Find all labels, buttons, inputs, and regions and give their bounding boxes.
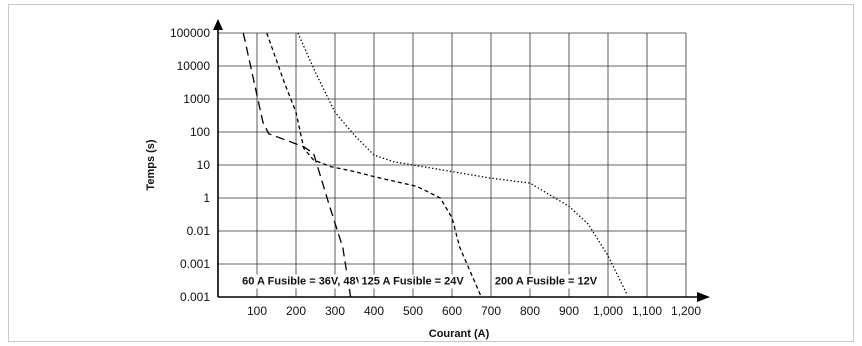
y-tick-label: 10 [197,158,211,172]
x-tick-label: 800 [520,304,540,318]
series-line-2 [266,32,482,298]
tick-labels: 100000 10000 1000 100 10 1 0.01 0.001 0.001 100 20… [170,26,701,318]
axes [213,19,710,302]
x-tick-label: 1,200 [671,304,701,318]
x-tick-label: 500 [403,304,423,318]
x-tick-label: 900 [559,304,579,318]
y-tick-label: 0.001 [180,290,210,304]
x-tick-label: 600 [442,304,462,318]
y-tick-label: 0.001 [180,257,210,271]
series-label-2: 125 A Fusible = 24V [362,276,465,288]
y-tick-label: 100 [190,125,210,139]
series-lines [242,32,629,298]
series-label-background [239,274,367,289]
x-tick-label: 1,000 [593,304,623,318]
x-axis-title: Courant (A) [429,328,490,340]
y-tick-label: 1 [203,191,210,205]
series-line-1 [242,32,352,298]
y-axis-arrow [213,19,223,30]
chart-frame [8,4,854,342]
grid [218,32,687,297]
series-label-1: 60 A Fusible = 36V, 48V [242,276,363,288]
y-tick-label: 0.01 [187,224,211,238]
x-tick-label: 1,100 [632,304,662,318]
x-tick-label: 100 [247,304,267,318]
y-tick-label: 10000 [177,59,211,73]
x-tick-label: 200 [286,304,306,318]
series-line-3 [297,32,629,296]
x-tick-label: 700 [481,304,501,318]
x-tick-label: 400 [364,304,384,318]
x-tick-label: 300 [325,304,345,318]
y-tick-label: 100000 [170,26,210,40]
y-tick-label: 1000 [183,92,210,106]
series-label-background [491,274,601,289]
series-label-background [358,274,468,289]
x-axis-arrow [697,292,710,302]
y-axis-title: Temps (s) [145,139,157,190]
series-label-3: 200 A Fusible = 12V [495,276,598,288]
